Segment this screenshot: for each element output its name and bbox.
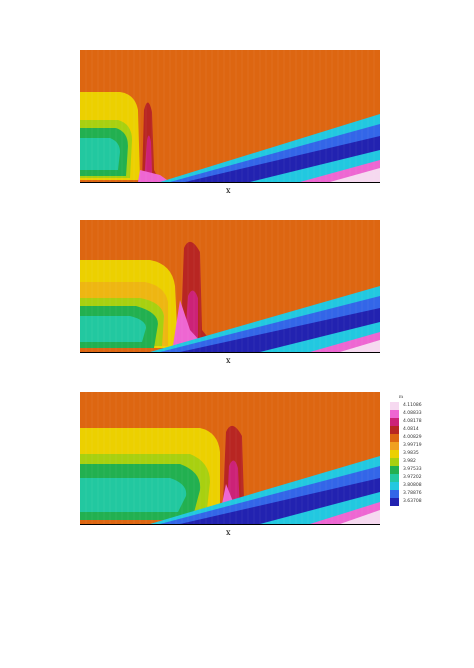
x-axis-line-1 bbox=[80, 182, 380, 183]
legend-label: 4.0814 bbox=[403, 427, 419, 432]
x-axis-line-3 bbox=[80, 524, 380, 525]
legend-label: 4.11086 bbox=[403, 403, 422, 408]
x-axis-label-1: x bbox=[226, 186, 231, 195]
legend-entry: 3.80808 bbox=[390, 482, 440, 490]
legend-swatch bbox=[390, 490, 399, 498]
legend-swatch bbox=[390, 498, 399, 506]
legend-entry: 3.97202 bbox=[390, 474, 440, 482]
legend-label: 3.982 bbox=[403, 459, 416, 464]
legend-entry: 4.0814 bbox=[390, 426, 440, 434]
legend-label: 3.78876 bbox=[403, 491, 422, 496]
contour-plot-1 bbox=[80, 50, 380, 182]
legend-label: 4.00829 bbox=[403, 435, 422, 440]
contour-field-3 bbox=[80, 392, 380, 524]
legend-entry: 4.08833 bbox=[390, 410, 440, 418]
x-axis-line-2 bbox=[80, 352, 380, 353]
legend-label: 4.08833 bbox=[403, 411, 422, 416]
legend-swatch bbox=[390, 458, 399, 466]
x-axis-label-3: x bbox=[226, 528, 231, 537]
legend-entry: 3.97533 bbox=[390, 466, 440, 474]
legend-label: 3.63708 bbox=[403, 499, 422, 504]
contour-plot-3 bbox=[80, 392, 380, 524]
legend-swatch bbox=[390, 410, 399, 418]
legend-entry: 3.63708 bbox=[390, 498, 440, 506]
legend-swatch bbox=[390, 434, 399, 442]
legend-swatch bbox=[390, 450, 399, 458]
legend-label: 3.80808 bbox=[403, 483, 422, 488]
contour-field-1 bbox=[80, 50, 380, 182]
legend-swatch bbox=[390, 466, 399, 474]
contour-field-2 bbox=[80, 220, 380, 352]
legend-swatch bbox=[390, 482, 399, 490]
legend-entry: 3.982 bbox=[390, 458, 440, 466]
legend-entry: 4.08178 bbox=[390, 418, 440, 426]
legend-entry: 4.00829 bbox=[390, 434, 440, 442]
legend-entry: 3.99719 bbox=[390, 442, 440, 450]
legend-label: 4.08178 bbox=[403, 419, 422, 424]
legend-entry: 4.11086 bbox=[390, 402, 440, 410]
legend-label: 3.99719 bbox=[403, 443, 422, 448]
legend-label: 3.97202 bbox=[403, 475, 422, 480]
legend-entry: 3.9835 bbox=[390, 450, 440, 458]
legend-entry: 3.78876 bbox=[390, 490, 440, 498]
legend-swatch bbox=[390, 426, 399, 434]
legend-swatch bbox=[390, 474, 399, 482]
legend-label: 3.97533 bbox=[403, 467, 422, 472]
legend-label: 3.9835 bbox=[403, 451, 419, 456]
legend-title: Ei bbox=[399, 394, 404, 399]
legend-swatch bbox=[390, 442, 399, 450]
contour-plot-2 bbox=[80, 220, 380, 352]
legend-swatch bbox=[390, 418, 399, 426]
x-axis-label-2: x bbox=[226, 356, 231, 365]
legend-swatch bbox=[390, 402, 399, 410]
